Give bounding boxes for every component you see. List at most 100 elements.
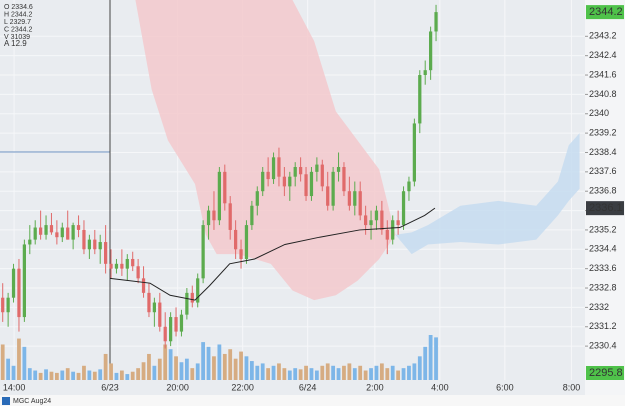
volume-bar (130, 371, 135, 380)
volume-bar (6, 358, 11, 380)
candle-body (196, 278, 200, 303)
volume-bar (184, 358, 189, 380)
symbol-tab[interactable]: MGC Aug24 (13, 398, 51, 405)
volume-bar (38, 372, 43, 380)
candle-body (17, 268, 21, 318)
volume-bar (217, 344, 222, 380)
candle-body (158, 302, 162, 327)
x-tick-label: 14:00 (3, 382, 26, 392)
volume-bar (271, 365, 276, 380)
ohlc-legend: C 2344.2 (4, 26, 33, 33)
volume-bar (103, 353, 108, 380)
candle-body (358, 191, 362, 216)
x-tick-label: 2:00 (366, 382, 384, 392)
candle-layer (1, 4, 438, 349)
volume-bar (282, 368, 287, 380)
volume-bar (27, 368, 32, 380)
candle-body (255, 191, 259, 206)
volume-bar (352, 368, 357, 380)
x-tick-label: 20:00 (166, 382, 189, 392)
candle-body (169, 317, 173, 342)
x-tick-label: 6:00 (496, 382, 514, 392)
volume-bar (298, 369, 303, 380)
candle-body (39, 227, 43, 235)
y-tick-label: 2332.8 (589, 282, 617, 292)
candle-body (423, 70, 427, 76)
candle-body (401, 191, 406, 226)
volume-bar (87, 370, 92, 380)
x-tick-label: 8:00 (563, 382, 581, 392)
y-tick-label: 2338.4 (589, 147, 617, 157)
candle-body (374, 210, 379, 221)
candle-body (125, 258, 129, 269)
candle-body (55, 232, 59, 238)
volume-bar (336, 368, 341, 380)
volume-bar (54, 372, 59, 380)
volume-bar (49, 371, 54, 380)
candle-body (412, 123, 416, 182)
volume-bar (239, 351, 243, 380)
volume-bar (22, 346, 27, 380)
volume-bar (44, 369, 48, 380)
volume-bar (163, 344, 168, 380)
volume-bar (428, 335, 433, 380)
candle-body (271, 157, 276, 180)
y-tick-label: 2342.4 (589, 50, 617, 60)
candle-body (429, 31, 433, 71)
candle-body (1, 297, 5, 313)
candle-body (336, 167, 341, 172)
volume-bar (92, 371, 97, 380)
candle-body (299, 167, 303, 175)
volume-bar (293, 368, 298, 380)
volume-bar (222, 353, 227, 380)
volume-bar (412, 363, 417, 380)
volume-bar (17, 338, 21, 380)
volume-bar (363, 370, 368, 380)
y-tick-label: 2335.2 (589, 224, 617, 234)
volume-bar (152, 365, 157, 380)
y-tick-label: 2341.6 (589, 69, 617, 79)
volume-bar (233, 358, 238, 380)
label-layer: 2330.4 2331.2 2332 2332.8 2333.6 2334.4 2335.2… (3, 4, 624, 392)
volume-bar (206, 346, 211, 380)
price-axis-panel (585, 0, 625, 395)
volume-bar (76, 372, 81, 380)
volume-bar (114, 372, 119, 380)
candle-body (369, 220, 373, 226)
volume-bar (60, 370, 65, 380)
volume-bar (260, 363, 265, 380)
candle-body (244, 225, 249, 259)
candle-body (120, 263, 124, 269)
side-tag (586, 366, 624, 380)
volume-bar (401, 368, 406, 380)
candle-body (217, 171, 221, 221)
candle-body (320, 164, 324, 187)
side-tag-label: 2295.8 (589, 367, 623, 379)
candle-body (434, 12, 438, 32)
candle-body (347, 191, 351, 206)
volume-bar (65, 368, 70, 380)
volume-bar (374, 365, 379, 380)
candle-body (33, 227, 37, 240)
candle-body (288, 176, 292, 187)
symbol-icon[interactable] (2, 397, 10, 405)
volume-bar (71, 371, 76, 380)
candle-body (93, 239, 97, 250)
volume-bar (407, 365, 411, 380)
volume-bar (0, 344, 5, 380)
candle-body (179, 314, 184, 332)
volume-bar (109, 363, 113, 380)
volume-bar (174, 356, 178, 380)
volume-bar (331, 365, 336, 380)
candle-body (44, 225, 48, 235)
volume-bar (396, 370, 401, 380)
volume-bar (244, 356, 249, 380)
ohlc-legend: V 31039 (4, 34, 30, 41)
volume-bar (385, 368, 390, 380)
candle-body (11, 268, 16, 298)
x-tick-label: 22:00 (231, 382, 254, 392)
candle-body (391, 220, 395, 240)
volume-bar (249, 361, 254, 380)
volume-bar (314, 370, 319, 380)
candle-body (66, 227, 70, 240)
